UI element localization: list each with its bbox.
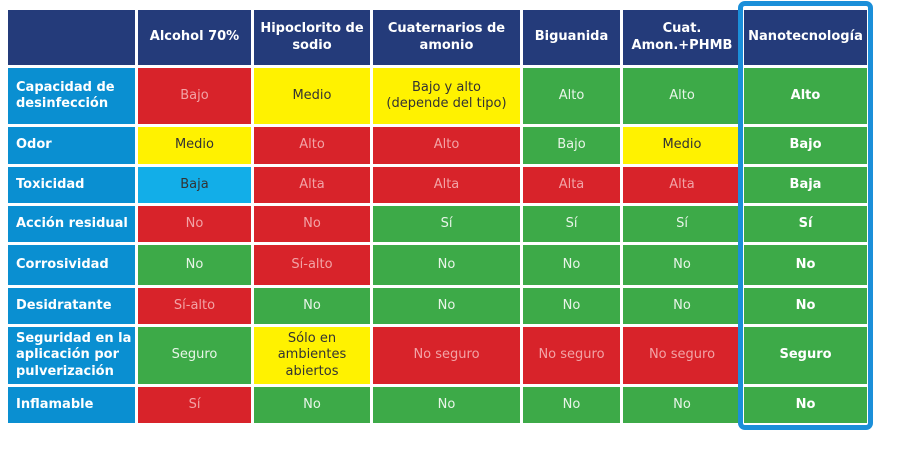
table-cell: Alta — [523, 167, 620, 203]
row-label-odor: Odor — [8, 127, 135, 164]
table-cell: Sí — [744, 206, 867, 242]
table-cell: No seguro — [373, 327, 520, 384]
table-cell: No — [623, 387, 741, 423]
table-cell: No — [138, 245, 251, 285]
table-corner — [8, 10, 135, 65]
table-cell: No — [523, 288, 620, 324]
table-cell: Sí — [523, 206, 620, 242]
row-label-accion-residual: Acción residual — [8, 206, 135, 242]
table-cell: Sí — [138, 387, 251, 423]
table-cell: Medio — [138, 127, 251, 164]
table-cell: No — [744, 387, 867, 423]
column-header-biguanida: Biguanida — [523, 10, 620, 65]
table-cell: Bajo — [523, 127, 620, 164]
table-cell: Alta — [373, 167, 520, 203]
table-cell: Bajo — [744, 127, 867, 164]
table-cell: No — [254, 288, 370, 324]
table-cell: Medio — [623, 127, 741, 164]
row-label-corrosividad: Corrosividad — [8, 245, 135, 285]
row-label-inflamable: Inflamable — [8, 387, 135, 423]
table-cell: No — [254, 206, 370, 242]
table-cell: Baja — [138, 167, 251, 203]
table-cell: No seguro — [523, 327, 620, 384]
column-header-cuaternarios-de-amonio: Cuaternarios de amonio — [373, 10, 520, 65]
column-header-nanotecnologia: Nanotecnología — [744, 10, 867, 65]
table-cell: Bajo — [138, 68, 251, 124]
table-cell: No — [373, 387, 520, 423]
column-header-alcohol-70: Alcohol 70% — [138, 10, 251, 65]
table-cell: No — [373, 288, 520, 324]
table-cell: Sí — [623, 206, 741, 242]
table-cell: Sí-alto — [138, 288, 251, 324]
column-header-hipoclorito-de-sodio: Hipoclorito de sodio — [254, 10, 370, 65]
table-cell: No — [523, 387, 620, 423]
table-cell: No — [623, 245, 741, 285]
table-cell: No — [744, 245, 867, 285]
table-cell: Alto — [744, 68, 867, 124]
table-cell: No — [523, 245, 620, 285]
column-header-cuat-amon-phmb: Cuat. Amon.+PHMB — [623, 10, 741, 65]
table-cell: Sí-alto — [254, 245, 370, 285]
row-label-seguridad-en-la-aplicacion-por-pulverizacion: Seguridad en la aplicación por pulveriza… — [8, 327, 135, 384]
row-label-capacidad-de-desinfeccion: Capacidad de desinfección — [8, 68, 135, 124]
table-cell: Alto — [623, 68, 741, 124]
table-cell: Medio — [254, 68, 370, 124]
table-cell: No — [138, 206, 251, 242]
row-label-desidratante: Desidratante — [8, 288, 135, 324]
table-cell: No — [623, 288, 741, 324]
table-cell: Alta — [623, 167, 741, 203]
table-cell: No seguro — [623, 327, 741, 384]
table-cell: Seguro — [744, 327, 867, 384]
row-label-toxicidad: Toxicidad — [8, 167, 135, 203]
table-cell: Bajo y alto (depende del tipo) — [373, 68, 520, 124]
table-cell: Seguro — [138, 327, 251, 384]
table-cell: Alto — [373, 127, 520, 164]
table-cell: No — [254, 387, 370, 423]
table-cell: Sí — [373, 206, 520, 242]
table-cell: No — [373, 245, 520, 285]
table-cell: Alta — [254, 167, 370, 203]
table-cell: Baja — [744, 167, 867, 203]
table-cell: No — [744, 288, 867, 324]
table-cell: Sólo en ambientes abiertos — [254, 327, 370, 384]
table-cell: Alto — [523, 68, 620, 124]
table-cell: Alto — [254, 127, 370, 164]
